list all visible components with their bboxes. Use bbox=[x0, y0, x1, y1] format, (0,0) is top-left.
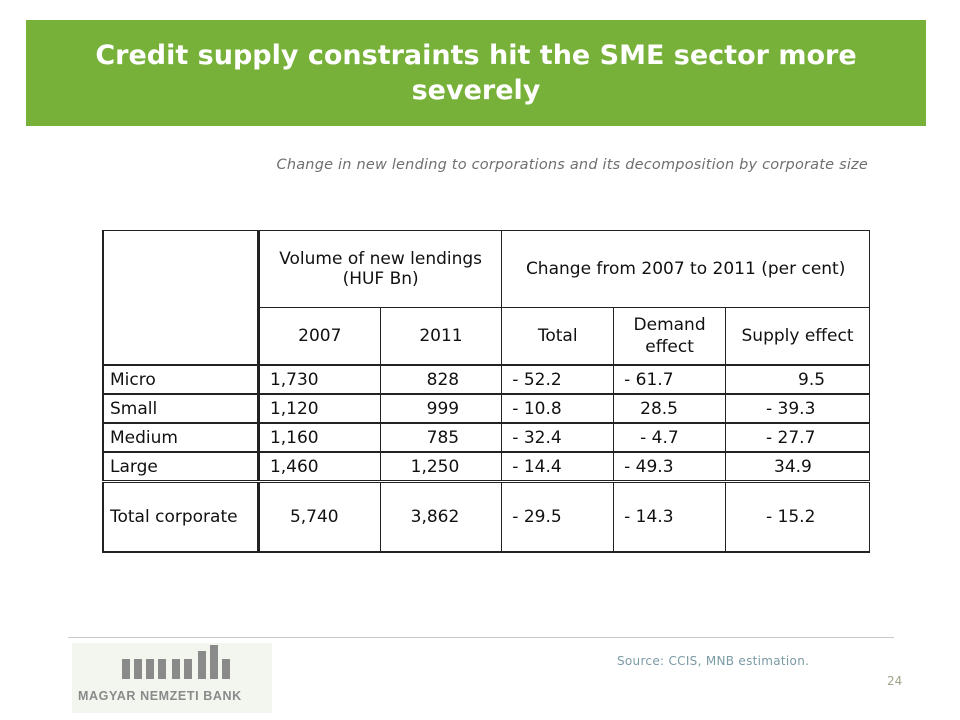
table-row: Micro 1,730 828 - 52.2 - 61.7 9.5 bbox=[101, 364, 870, 394]
cell-2007: 1,730 bbox=[256, 364, 381, 394]
cell-total: - 14.4 bbox=[501, 451, 615, 482]
mnb-logo: MAGYAR NEMZETI BANK bbox=[72, 643, 272, 713]
row-label: Large bbox=[101, 451, 259, 482]
source-note: Source: CCIS, MNB estimation. bbox=[617, 654, 810, 668]
page-number: 24 bbox=[887, 674, 903, 688]
table-subheader-row: 2007 2011 Total Demand effect Supply eff… bbox=[103, 307, 870, 365]
table-corner-cell bbox=[101, 230, 259, 365]
cell-2011: 785 bbox=[379, 422, 503, 452]
cell-total: - 29.5 bbox=[501, 480, 615, 553]
row-label: Small bbox=[101, 393, 259, 423]
header-supply: Supply effect bbox=[725, 307, 870, 365]
cell-2007: 1,120 bbox=[256, 393, 381, 423]
cell-total: - 52.2 bbox=[501, 364, 615, 394]
cell-2011: 1,250 bbox=[379, 451, 503, 482]
header-2007: 2007 bbox=[256, 307, 381, 365]
cell-supply: - 27.7 bbox=[725, 422, 870, 452]
logo-text: MAGYAR NEMZETI BANK bbox=[78, 689, 242, 703]
footer-divider bbox=[68, 637, 894, 638]
cell-demand: - 4.7 bbox=[613, 422, 727, 452]
table-total-row: Total corporate 5,740 3,862 - 29.5 - 14.… bbox=[101, 480, 870, 553]
header-change: Change from 2007 to 2011 (per cent) bbox=[501, 230, 870, 308]
slide-subtitle: Change in new lending to corporations an… bbox=[276, 157, 868, 173]
cell-supply: - 39.3 bbox=[725, 393, 870, 423]
table-row: Small 1,120 999 - 10.8 28.5 - 39.3 bbox=[101, 393, 870, 423]
table-row: Large 1,460 1,250 - 14.4 - 49.3 34.9 bbox=[101, 451, 870, 482]
cell-2011: 999 bbox=[379, 393, 503, 423]
cell-total: - 32.4 bbox=[501, 422, 615, 452]
header-total: Total bbox=[501, 307, 615, 365]
header-demand: Demand effect bbox=[613, 307, 727, 365]
slide-title: Credit supply constraints hit the SME se… bbox=[95, 39, 857, 106]
cell-demand: 28.5 bbox=[613, 393, 727, 423]
cell-2011: 3,862 bbox=[379, 480, 503, 553]
cell-2007: 1,460 bbox=[256, 451, 381, 482]
cell-supply: - 15.2 bbox=[725, 480, 870, 553]
row-label: Total corporate bbox=[101, 480, 259, 553]
cell-demand: - 49.3 bbox=[613, 451, 727, 482]
cell-2007: 1,160 bbox=[256, 422, 381, 452]
header-volume: Volume of new lendings (HUF Bn) bbox=[256, 230, 503, 308]
cell-supply: 9.5 bbox=[725, 364, 870, 394]
header-2011: 2011 bbox=[379, 307, 503, 365]
cell-demand: - 61.7 bbox=[613, 364, 727, 394]
title-bar: Credit supply constraints hit the SME se… bbox=[26, 20, 926, 126]
row-label: Micro bbox=[101, 364, 259, 394]
lending-table: Volume of new lendings (HUF Bn) Change f… bbox=[101, 230, 870, 553]
logo-bars-icon bbox=[122, 645, 230, 679]
table-header-row: Volume of new lendings (HUF Bn) Change f… bbox=[101, 230, 870, 365]
cell-demand: - 14.3 bbox=[613, 480, 727, 553]
row-label: Medium bbox=[101, 422, 259, 452]
cell-2011: 828 bbox=[379, 364, 503, 394]
cell-supply: 34.9 bbox=[725, 451, 870, 482]
cell-2007: 5,740 bbox=[256, 480, 381, 553]
cell-total: - 10.8 bbox=[501, 393, 615, 423]
table-row: Medium 1,160 785 - 32.4 - 4.7 - 27.7 bbox=[101, 422, 870, 452]
